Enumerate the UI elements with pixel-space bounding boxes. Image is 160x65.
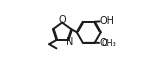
Text: O: O: [58, 15, 66, 25]
Text: OH: OH: [100, 16, 115, 26]
Text: O: O: [99, 38, 107, 48]
Text: N: N: [66, 37, 73, 47]
Text: CH₃: CH₃: [102, 39, 116, 48]
